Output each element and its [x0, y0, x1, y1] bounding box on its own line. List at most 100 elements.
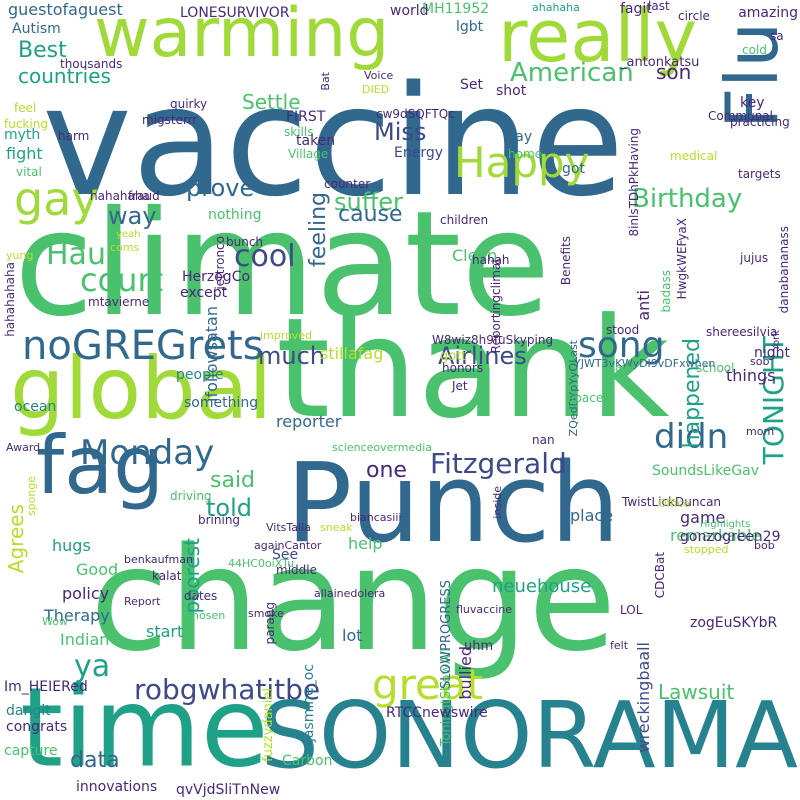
word-bawi-163: bawi — [608, 361, 634, 374]
word-twistlickduncan-170: TwistLickDuncan — [622, 495, 722, 509]
word-prove-29: prove — [186, 174, 255, 202]
word-haus-20: Haus — [46, 237, 122, 272]
word-cw9dsqftqc-124: cw9dSQFTQc — [376, 107, 455, 121]
word-yjwt3vkwydi9vdfxwhen-159: YJWT3vKWyDI9vDFxwhen — [574, 357, 716, 370]
word-said-35: said — [210, 468, 256, 493]
word-lonesurvivor-50: LONESURVIVOR — [180, 5, 290, 21]
word-neuehouse-55: neuehouse — [492, 576, 592, 597]
word-innovations-103: innovations — [76, 779, 158, 795]
word-quirky-114: quirky — [170, 97, 208, 111]
word-lot-65: lot — [342, 626, 363, 645]
word-im-heiered-97: Im_HEIERed — [4, 679, 88, 695]
word-highlights-179: Highlights — [700, 519, 751, 530]
word-lawsuit-41: Lawsuit — [658, 680, 735, 704]
word-great-15: great — [372, 660, 484, 709]
word-practicing-125: practicing — [730, 115, 790, 129]
word-scienceovermedia-167: scienceovermedia — [332, 441, 432, 454]
word-coms-135: coms — [110, 241, 140, 254]
word-except-87: except — [180, 285, 228, 301]
word-vaccine-0: vaccine — [42, 53, 625, 230]
word-brining-174: brining — [198, 513, 241, 527]
word-fight-76: fight — [6, 144, 43, 163]
word-school-152: school — [696, 361, 735, 375]
word-bob-176: bob — [754, 539, 775, 552]
word-amazing-105: amazing — [738, 5, 799, 21]
word-smoke-193: smoke — [248, 607, 284, 620]
word-night-88: night — [754, 345, 791, 361]
word-warming-5: warming — [94, 0, 390, 73]
word-againcantor-182: againCantor — [254, 539, 322, 552]
word-home-129: home — [508, 147, 543, 161]
word-didn-18: didn — [654, 417, 729, 457]
word-york-161: York — [771, 329, 782, 351]
word-voice-116: Voice — [364, 69, 394, 82]
word-biancasiii-177: biancasiii — [350, 511, 402, 524]
word-key-85: key — [740, 95, 765, 111]
word-jujus-143: jujus — [740, 251, 769, 265]
word-award-169: Award — [6, 441, 41, 454]
word-chosen-195: chosen — [186, 609, 226, 622]
word-village-128: Village — [288, 147, 329, 161]
word-nothing-82: nothing — [208, 207, 262, 223]
word-song-17: song — [578, 325, 665, 366]
word-anti-71: anti — [634, 289, 653, 321]
word-stillafag-58: stillafag — [320, 344, 384, 363]
word-allainedolera-194: allainedolera — [314, 587, 386, 600]
word-suffer-31: suffer — [334, 188, 403, 216]
word-stood-150: stood — [606, 323, 640, 337]
word-herzogco-86: HerzogCo — [182, 269, 251, 285]
word-airlines-28: Airlines — [438, 342, 527, 370]
word-stopped-185: stopped — [684, 543, 729, 556]
word-cdcbat-178: CDCBat — [653, 551, 667, 599]
word-therapy-59: Therapy — [44, 606, 110, 625]
word-circle-109: circle — [678, 9, 710, 23]
word-climate-1: climate — [14, 180, 551, 349]
word-benkaufman-184: benkaufman — [124, 553, 193, 566]
word-hugs-63: hugs — [52, 536, 91, 555]
word-cold-110: cold — [742, 43, 767, 57]
word-change-3: change — [90, 516, 617, 683]
word-happened-40: happened — [680, 337, 705, 449]
word-taken-127: taken — [296, 133, 336, 149]
word-ya-22: ya — [74, 649, 111, 684]
word-thank-2: thank — [276, 288, 670, 449]
word-jet-164: Jet — [452, 379, 468, 393]
word-bunch-142: bunch — [226, 235, 264, 249]
word-badass-147: badass — [659, 269, 673, 313]
word-zogeuskybr-96: zogEuSKYbR — [690, 615, 778, 631]
word-rtccnewswire-101: RTCCnewswire — [386, 705, 488, 721]
word-people-80: people — [176, 367, 224, 383]
word-dates-189: dates — [184, 589, 218, 603]
word-w8wiz8h9fuskyping-155: W8wiz8h9fuSkyping — [432, 333, 554, 347]
word-energy-77: Energy — [394, 145, 444, 161]
word-global-8: global — [10, 339, 273, 439]
word-fag-9: fag — [36, 419, 164, 512]
word-guestofaguest-48: guestofaguest — [8, 0, 123, 19]
word-gay-12: gay — [14, 172, 99, 226]
word-kalat-191: kalat — [152, 569, 182, 583]
word-see-69: See — [272, 547, 299, 563]
word-sneak-173: sneak — [320, 521, 353, 534]
word-shereesilvia-151: shereesilvia — [706, 325, 778, 339]
word-agrees-43: Agrees — [4, 503, 28, 574]
word-happy-13: Happy — [454, 138, 590, 187]
word-harm-120: harm — [58, 129, 90, 143]
word-soundslikegav-94: SoundsLikeGav — [652, 463, 760, 479]
word-got-79: got — [562, 161, 585, 177]
word-feel-121: feel — [14, 101, 37, 115]
word-felt-198: felt — [610, 639, 629, 652]
word-danabananass-149: danabananass — [777, 225, 791, 314]
word-space-162: space — [568, 391, 604, 405]
word-time-6: time — [20, 663, 269, 792]
word-told-34: told — [206, 494, 252, 522]
word-things-70: things — [726, 366, 776, 385]
word-lol-190: LOL — [620, 603, 643, 617]
word-fluvaccine-196: fluvaccine — [456, 603, 513, 616]
word-wreckingbaall-67: wreckingbaall — [634, 641, 653, 753]
word-targets-138: targets — [738, 167, 781, 181]
word-wow-188: Wow — [42, 615, 68, 628]
word-autism-49: Autism — [12, 21, 61, 37]
word-remarkable-73: remarkable — [670, 526, 762, 545]
word-mtavierne-148: mtavierne — [88, 295, 150, 309]
word-way-30: way — [108, 202, 157, 230]
